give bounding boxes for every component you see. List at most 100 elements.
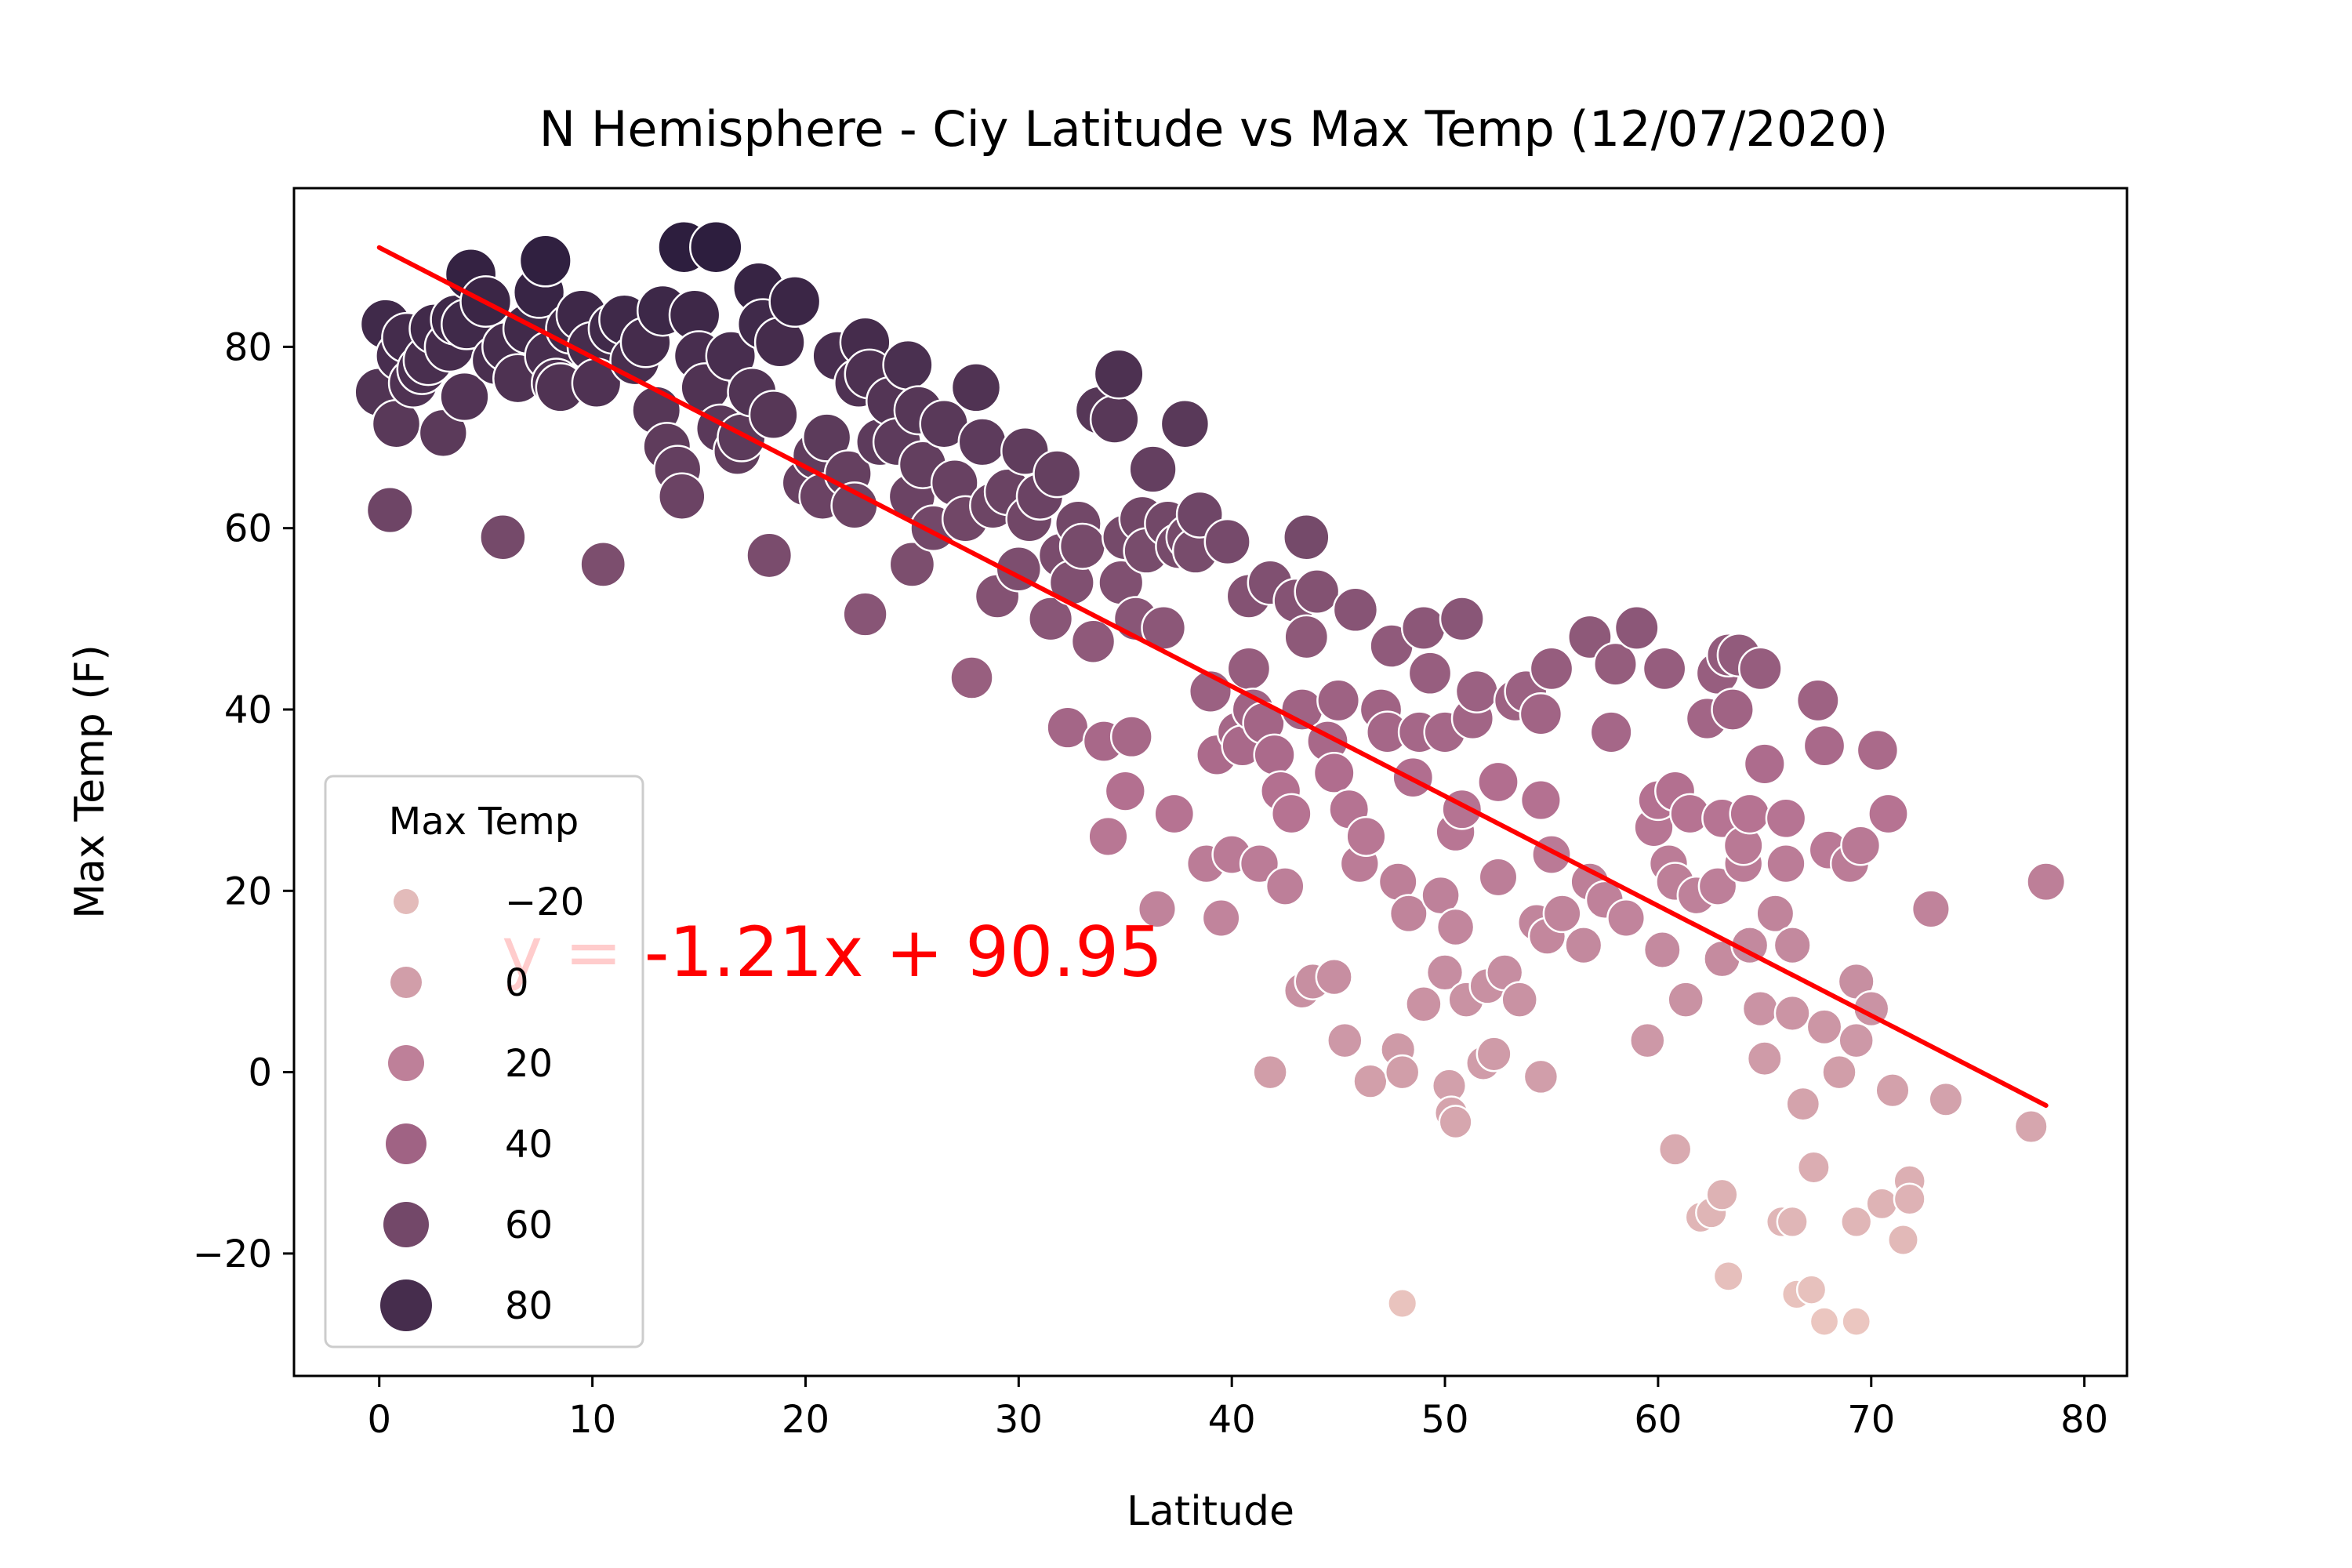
- data-point: [1865, 1187, 1899, 1221]
- data-point: [1332, 586, 1379, 633]
- data-point: [1478, 857, 1519, 898]
- y-tick-label: 80: [224, 325, 272, 369]
- data-point: [1137, 889, 1178, 929]
- data-point: [1741, 989, 1780, 1028]
- data-point: [1400, 604, 1446, 651]
- chart-title: N Hemisphere - Ciy Latitude vs Max Temp …: [539, 100, 1889, 158]
- data-point: [1425, 953, 1465, 992]
- data-point: [1239, 843, 1280, 884]
- data-point: [1421, 875, 1461, 916]
- data-point: [768, 275, 822, 328]
- data-point: [1252, 1054, 1288, 1091]
- data-point: [1711, 688, 1755, 731]
- legend-label: −20: [505, 880, 584, 924]
- data-point: [439, 371, 490, 423]
- data-point: [1809, 1306, 1840, 1337]
- data-point: [1128, 445, 1178, 494]
- data-point: [1697, 866, 1738, 906]
- data-point: [1316, 678, 1361, 723]
- data-point: [1153, 793, 1196, 835]
- y-tick-label: −20: [193, 1232, 272, 1276]
- legend-label: 60: [505, 1203, 553, 1247]
- data-point: [1201, 898, 1241, 938]
- data-point: [1642, 931, 1682, 969]
- data-point: [1531, 834, 1572, 875]
- data-point: [1840, 825, 1882, 866]
- data-point: [1795, 678, 1840, 723]
- legend-box: [324, 775, 644, 1348]
- data-point: [518, 234, 572, 288]
- data-point: [1738, 646, 1783, 691]
- data-point: [746, 532, 793, 579]
- x-tick-label: 0: [367, 1398, 391, 1442]
- data-point: [1046, 706, 1090, 750]
- data-point: [1407, 651, 1453, 696]
- data-point: [1104, 770, 1146, 812]
- data-point: [748, 390, 799, 441]
- data-point: [365, 486, 414, 535]
- data-point: [1160, 398, 1210, 449]
- data-point: [1806, 1008, 1843, 1046]
- data-point: [1773, 926, 1812, 965]
- data-point: [1911, 889, 1951, 929]
- data-point: [830, 481, 879, 530]
- legend-label: 80: [505, 1284, 553, 1328]
- legend-entries: −20 0 20 40 60 80: [380, 880, 584, 1331]
- data-point: [842, 591, 888, 637]
- x-tick-label: 50: [1421, 1398, 1469, 1442]
- data-point: [1564, 926, 1603, 965]
- data-point: [1270, 793, 1312, 835]
- points-layer: [354, 220, 2067, 1337]
- data-point: [1501, 981, 1538, 1018]
- legend-label: 20: [505, 1042, 553, 1086]
- data-point: [1795, 1274, 1828, 1305]
- data-point: [1253, 733, 1296, 776]
- y-tick-label: 0: [248, 1051, 272, 1095]
- data-point: [658, 472, 706, 521]
- legend-marker: [380, 1279, 432, 1331]
- data-point: [1033, 449, 1082, 499]
- data-point: [1070, 619, 1116, 664]
- data-point: [1796, 1150, 1831, 1185]
- data-point: [1593, 641, 1638, 687]
- data-point: [1613, 604, 1660, 651]
- data-point: [1312, 751, 1356, 794]
- regression-line: [376, 245, 2049, 1109]
- data-point: [1087, 815, 1129, 857]
- x-tick-label: 30: [995, 1398, 1043, 1442]
- data-point: [882, 339, 934, 391]
- data-point: [1454, 669, 1499, 713]
- data-point: [1893, 1182, 1926, 1216]
- data-point: [1436, 907, 1475, 947]
- legend-marker: [386, 1123, 426, 1164]
- data-point: [888, 541, 936, 588]
- data-point: [579, 541, 627, 588]
- data-point: [1657, 1132, 1693, 1167]
- plot-frame: [292, 187, 2129, 1377]
- y-tick-label: 60: [224, 507, 272, 551]
- data-point: [1606, 898, 1646, 938]
- data-point: [1477, 760, 1519, 804]
- data-point: [1746, 1040, 1783, 1077]
- data-point: [1712, 1260, 1744, 1292]
- data-point: [1529, 646, 1574, 691]
- x-axis: 0 10 20 30 40 50 60 70 80: [367, 1376, 2108, 1442]
- data-point: [1405, 985, 1443, 1023]
- data-point: [1519, 692, 1563, 736]
- data-point: [1841, 1306, 1872, 1337]
- data-point: [1028, 596, 1074, 642]
- legend-label: 40: [505, 1123, 553, 1167]
- data-point: [1475, 1036, 1512, 1073]
- data-point: [1345, 815, 1387, 857]
- legend-marker: [390, 967, 422, 998]
- legend-marker: [388, 1045, 424, 1081]
- legend-label: 0: [505, 961, 529, 1005]
- data-point: [2026, 862, 2067, 902]
- axes: 0 10 20 30 40 50 60 70 80 −20 0 20 40 60 80: [193, 187, 2129, 1442]
- data-point: [802, 412, 852, 463]
- data-point: [1109, 715, 1153, 759]
- data-point: [1755, 894, 1795, 934]
- data-point: [1743, 742, 1786, 786]
- data-point: [1821, 1054, 1857, 1091]
- data-point: [957, 417, 1007, 467]
